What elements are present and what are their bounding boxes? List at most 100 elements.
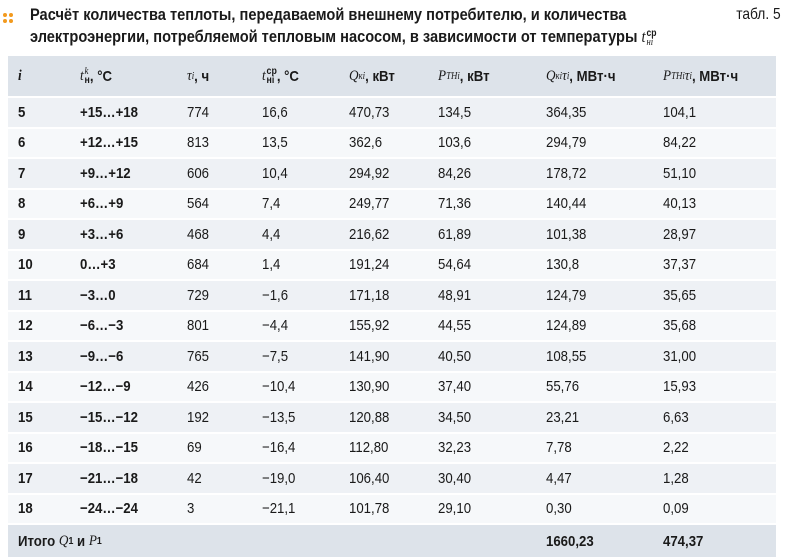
col-q-cell: 171,18	[349, 286, 390, 304]
sub: THi	[446, 70, 460, 82]
col-p-cell: 61,89	[438, 225, 472, 243]
col-q-cell: 141,90	[349, 347, 390, 365]
col-p-cell: 32,23	[438, 439, 472, 457]
col-t-range-cell: 0…+3	[80, 256, 116, 274]
col-tau-cell: 774	[187, 103, 210, 121]
col-t-range-cell: −9…−6	[80, 347, 124, 365]
table-row: 5 +15…+18 774 16,6 470,73 134,5 364,35 104,1	[8, 98, 776, 127]
col-qt-cell: 294,79	[546, 134, 587, 152]
col-pt-cell: 28,97	[663, 225, 697, 243]
sup: ср	[266, 66, 277, 77]
col-q-cell: 249,77	[349, 195, 390, 213]
col-p-cell: 134,5	[438, 103, 472, 121]
col-tcp-header: t ср нi, °C	[262, 56, 299, 96]
table-row: 15 −15…−12 192 −13,5 120,88 34,50 23,21 6,63	[8, 403, 776, 432]
col-i-cell: 6	[18, 134, 26, 152]
unit: , °C	[276, 67, 299, 85]
col-tau-cell: 426	[187, 378, 210, 396]
col-q-cell: 120,88	[349, 408, 390, 426]
col-p-cell: 103,6	[438, 134, 472, 152]
table-row: 9 +3…+6 468 4,4 216,62 61,89 101,38 28,97	[8, 220, 776, 249]
tau: τ	[684, 67, 690, 84]
unit: , ч	[194, 67, 210, 85]
table-row: 10 0…+3 684 1,4 191,24 54,64 130,8 37,37	[8, 250, 776, 279]
col-i-cell: 15	[18, 408, 33, 426]
col-p-cell: 54,64	[438, 256, 472, 274]
col-tcp-cell: 16,6	[262, 103, 288, 121]
col-p-cell: 29,10	[438, 500, 472, 518]
sym: P	[88, 532, 97, 549]
table-row: 13 −9…−6 765 −7,5 141,90 40,50 108,55 31,00	[8, 342, 776, 371]
col-t-range-cell: +6…+9	[80, 195, 124, 213]
table-row: 8 +6…+9 564 7,4 249,77 71,36 140,44 40,13	[8, 189, 776, 218]
sub: THi	[671, 70, 685, 82]
title-symbol-sub: нi	[646, 36, 654, 48]
col-pt-cell: 0,09	[663, 500, 689, 518]
col-pt-cell: 15,93	[663, 378, 697, 396]
col-qt-cell: 124,89	[546, 317, 587, 335]
col-i-cell: 13	[18, 347, 33, 365]
unit: , кВт	[459, 67, 490, 85]
col-qt-cell: 101,38	[546, 225, 587, 243]
col-tcp-cell: 4,4	[262, 225, 281, 243]
col-tau-cell: 684	[187, 256, 210, 274]
col-pt-cell: 2,22	[663, 439, 689, 457]
col-pt-cell: 51,10	[663, 164, 697, 182]
col-qt-cell: 140,44	[546, 195, 587, 213]
col-tau-cell: 606	[187, 164, 210, 182]
col-tcp-cell: −1,6	[262, 286, 289, 304]
title-line-2-text: электроэнергии, потребляемой тепловым на…	[30, 27, 638, 46]
col-tau-cell: 801	[187, 317, 210, 335]
table-row: 17 −21…−18 42 −19,0 106,40 30,40 4,47 1,28	[8, 464, 776, 493]
col-p-cell: 30,40	[438, 469, 472, 487]
table-row: 7 +9…+12 606 10,4 294,92 84,26 178,72 51,10	[8, 159, 776, 188]
total-q: 1660,23	[546, 532, 594, 550]
sub: н	[84, 75, 90, 86]
col-qt-cell: 0,30	[546, 500, 572, 518]
col-pt-cell: 40,13	[663, 195, 697, 213]
sub: 1	[68, 535, 74, 547]
col-p-cell: 44,55	[438, 317, 472, 335]
col-qt-cell: 130,8	[546, 256, 580, 274]
col-i-cell: 18	[18, 500, 33, 518]
bullet-dots-icon	[3, 13, 15, 25]
sym: τ	[187, 67, 192, 84]
col-p-header: P THi, кВт	[438, 56, 490, 96]
col-tau-cell: 192	[187, 408, 210, 426]
and: и	[77, 532, 86, 550]
col-i-header: i	[18, 67, 22, 84]
col-p-cell: 40,50	[438, 347, 472, 365]
col-pt-cell: 35,68	[663, 317, 697, 335]
col-tcp-cell: −13,5	[262, 408, 296, 426]
col-pt-cell: 1,28	[663, 469, 689, 487]
col-tau-cell: 42	[187, 469, 202, 487]
unit: , МВт·ч	[569, 67, 616, 85]
col-qt-cell: 55,76	[546, 378, 580, 396]
col-t-range-cell: +9…+12	[80, 164, 131, 182]
col-t-range-cell: −15…−12	[80, 408, 138, 426]
sym: Q	[349, 67, 359, 84]
col-i-cell: 17	[18, 469, 33, 487]
col-qt-cell: 7,78	[546, 439, 572, 457]
sym: t	[262, 67, 266, 84]
col-i-cell: 12	[18, 317, 33, 335]
table-row: 16 −18…−15 69 −16,4 112,80 32,23 7,78 2,22	[8, 433, 776, 462]
col-i-cell: 11	[18, 286, 32, 304]
col-pt-cell: 35,65	[663, 286, 697, 304]
col-i-cell: 16	[18, 439, 33, 457]
table-title: Расчёт количества теплоты, передаваемой …	[30, 4, 735, 48]
table-row: 12 −6…−3 801 −4,4 155,92 44,55 124,89 35,68	[8, 311, 776, 340]
col-t-range-cell: +3…+6	[80, 225, 124, 243]
col-p-cell: 84,26	[438, 164, 472, 182]
col-q-cell: 106,40	[349, 469, 390, 487]
col-tcp-cell: −16,4	[262, 439, 296, 457]
col-qt-cell: 108,55	[546, 347, 587, 365]
sym: Q	[58, 532, 69, 549]
table-row: 14 −12…−9 426 −10,4 130,90 37,40 55,76 15,93	[8, 372, 776, 401]
col-pt-cell: 37,37	[663, 256, 697, 274]
tau: τ	[562, 67, 567, 84]
